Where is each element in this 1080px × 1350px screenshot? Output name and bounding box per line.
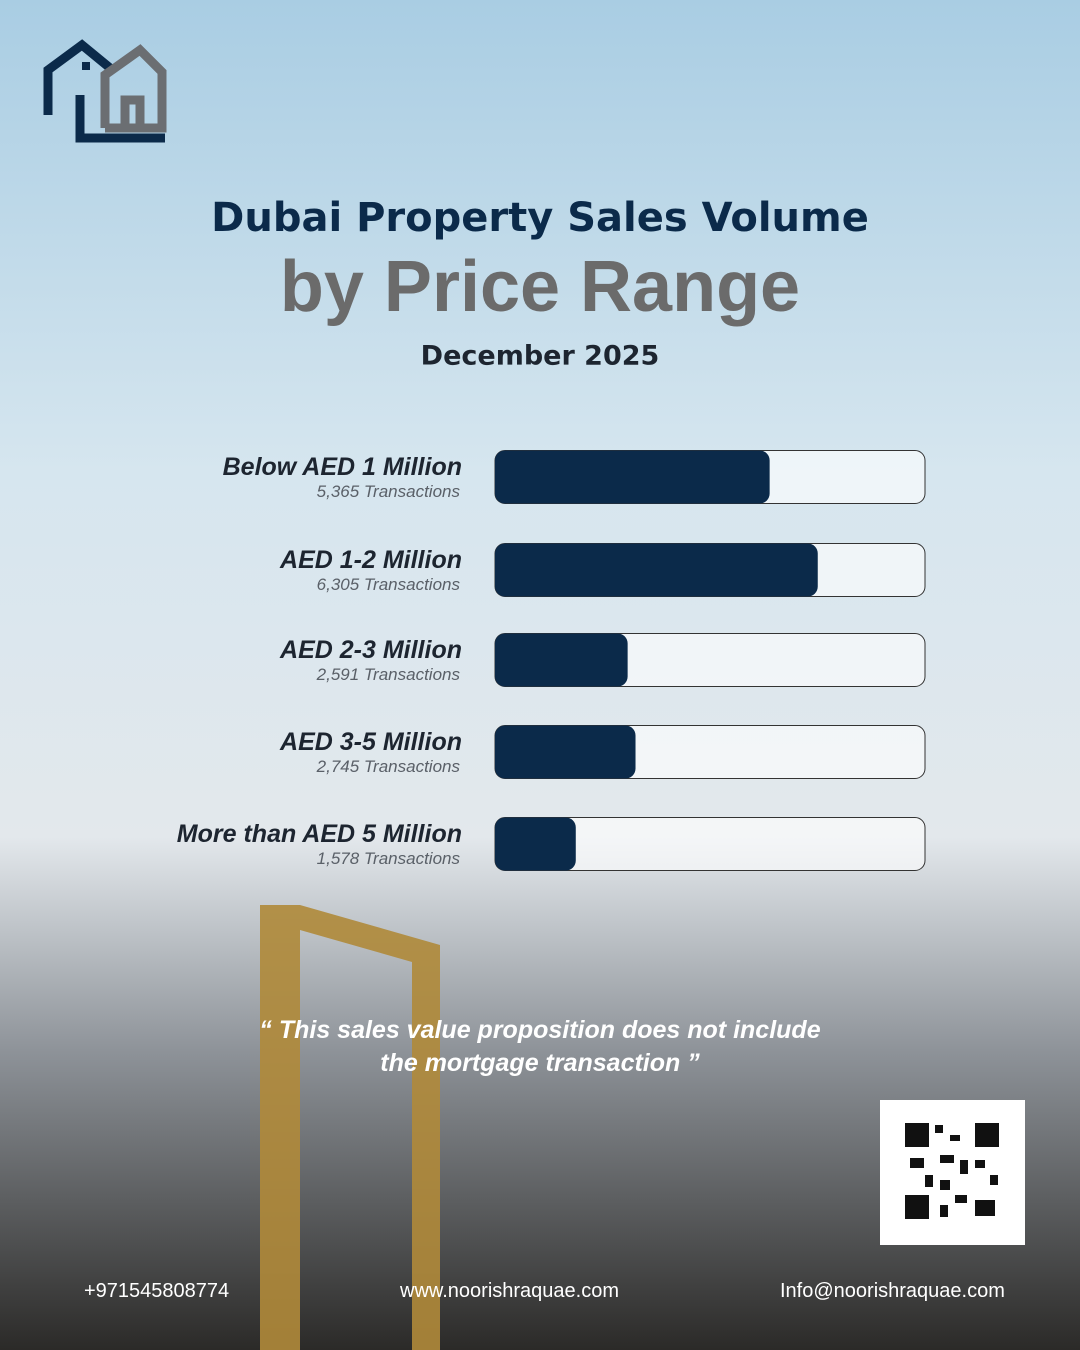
- logo: [43, 39, 167, 143]
- category-label: AED 1-2 Million: [279, 546, 462, 574]
- category-label: AED 3-5 Million: [279, 728, 462, 756]
- subtitle: by Price Range: [280, 247, 800, 327]
- category-label: More than AED 5 Million: [177, 820, 462, 848]
- note: “ This sales value proposition does not …: [259, 1016, 821, 1077]
- value-label: 6,305 Transactions: [317, 575, 461, 594]
- bar: [495, 725, 636, 779]
- bar: [495, 633, 628, 687]
- frame-landmark: [260, 905, 440, 1350]
- value-label: 2,745 Transactions: [316, 757, 461, 776]
- title: Dubai Property Sales Volume: [211, 195, 869, 241]
- bar: [495, 450, 770, 504]
- phone: +971545808774: [84, 1280, 230, 1302]
- value-label: 1,578 Transactions: [317, 849, 461, 868]
- website: www.noorishraquae.com: [400, 1280, 619, 1302]
- qr-code: [880, 1100, 1025, 1245]
- value-label: 2,591 Transactions: [316, 665, 461, 684]
- category-label: AED 2-3 Million: [279, 636, 462, 664]
- date: December 2025: [421, 341, 660, 372]
- email: Info@noorishraquae.com: [780, 1280, 1005, 1302]
- bar: [495, 817, 576, 871]
- value-label: 5,365 Transactions: [317, 482, 461, 501]
- category-label: Below AED 1 Million: [223, 453, 462, 481]
- bar: [495, 543, 818, 597]
